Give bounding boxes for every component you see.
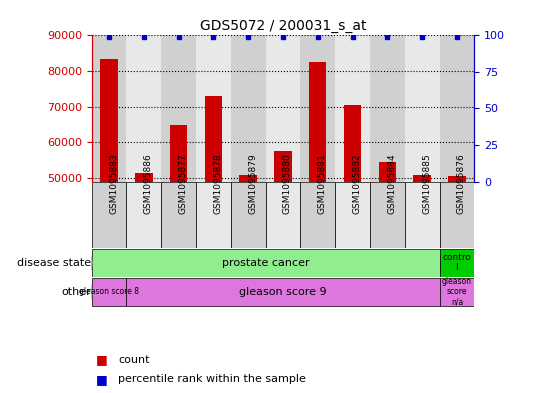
- Bar: [344, 105, 361, 356]
- Text: GSM1095886: GSM1095886: [144, 153, 153, 214]
- Bar: [127, 35, 161, 182]
- Bar: [405, 35, 439, 182]
- Text: gleason
score
n/a: gleason score n/a: [442, 277, 472, 307]
- Bar: [161, 35, 196, 182]
- Bar: [379, 162, 396, 356]
- Bar: [92, 35, 127, 182]
- Bar: [300, 35, 335, 182]
- Bar: [335, 35, 370, 182]
- Bar: [309, 62, 327, 356]
- Text: gleason score 9: gleason score 9: [239, 287, 327, 297]
- Text: prostate cancer: prostate cancer: [222, 258, 309, 268]
- Text: percentile rank within the sample: percentile rank within the sample: [118, 374, 306, 384]
- Bar: [439, 182, 474, 248]
- Text: disease state: disease state: [17, 258, 91, 268]
- Bar: [266, 182, 300, 248]
- Bar: [135, 173, 153, 356]
- Bar: [439, 249, 474, 277]
- Bar: [127, 182, 161, 248]
- Bar: [239, 175, 257, 356]
- Bar: [92, 278, 127, 306]
- Bar: [439, 278, 474, 306]
- Bar: [127, 278, 439, 306]
- Text: GSM1095879: GSM1095879: [248, 153, 257, 214]
- Text: GSM1095885: GSM1095885: [422, 153, 431, 214]
- Bar: [335, 182, 370, 248]
- Polygon shape: [92, 283, 93, 301]
- Bar: [370, 182, 405, 248]
- Bar: [170, 125, 188, 356]
- Bar: [300, 182, 335, 248]
- Bar: [405, 182, 439, 248]
- Text: GSM1095876: GSM1095876: [457, 153, 466, 214]
- Bar: [100, 59, 118, 356]
- Bar: [274, 151, 292, 356]
- Bar: [161, 182, 196, 248]
- Bar: [196, 35, 231, 182]
- Bar: [448, 176, 466, 356]
- Bar: [196, 182, 231, 248]
- Bar: [205, 96, 222, 356]
- Title: GDS5072 / 200031_s_at: GDS5072 / 200031_s_at: [200, 19, 366, 33]
- Text: ■: ■: [95, 353, 107, 366]
- Text: other: other: [61, 287, 91, 297]
- Text: ■: ■: [95, 373, 107, 386]
- Text: GSM1095882: GSM1095882: [353, 153, 362, 214]
- Text: gleason score 8: gleason score 8: [79, 287, 139, 296]
- Text: count: count: [118, 354, 149, 365]
- Bar: [231, 35, 266, 182]
- Text: GSM1095883: GSM1095883: [109, 153, 118, 214]
- Bar: [370, 35, 405, 182]
- Bar: [231, 182, 266, 248]
- Text: GSM1095880: GSM1095880: [283, 153, 292, 214]
- Bar: [413, 175, 431, 356]
- Polygon shape: [92, 254, 93, 272]
- Bar: [439, 35, 474, 182]
- Text: GSM1095877: GSM1095877: [178, 153, 188, 214]
- Bar: [266, 35, 300, 182]
- Text: GSM1095884: GSM1095884: [388, 153, 396, 214]
- Bar: [92, 182, 127, 248]
- Text: GSM1095878: GSM1095878: [213, 153, 223, 214]
- Text: contro
l: contro l: [443, 253, 472, 272]
- Text: GSM1095881: GSM1095881: [318, 153, 327, 214]
